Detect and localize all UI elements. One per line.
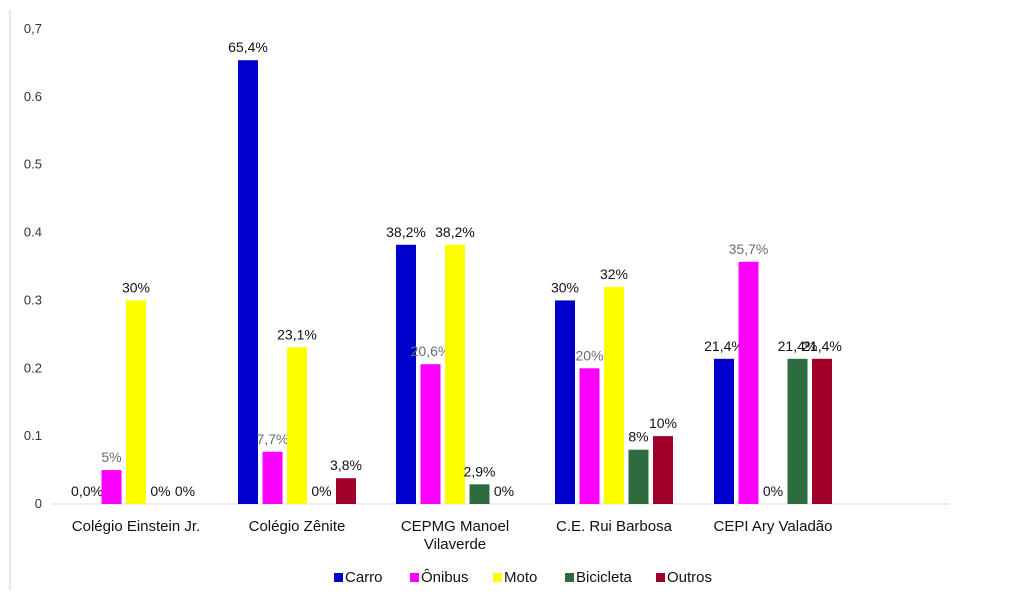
data-label: 35,7% <box>729 241 769 257</box>
y-tick-label: 0.6 <box>24 89 42 104</box>
bar-ônibus <box>579 368 600 504</box>
data-label: 3,8% <box>330 457 362 473</box>
y-tick-label: 0 <box>35 496 42 511</box>
bar-carro <box>555 300 575 504</box>
data-label: 38,2% <box>435 224 475 240</box>
category-label: C.E. Rui Barbosa <box>556 518 673 535</box>
data-label: 21,4% <box>802 338 842 354</box>
data-label: 21,4% <box>778 338 818 354</box>
data-label: 20% <box>575 347 603 363</box>
data-label: 23,1% <box>277 326 317 342</box>
bar-bicicleta <box>787 358 808 504</box>
bar-ônibus <box>738 261 759 504</box>
bar-moto <box>445 244 465 505</box>
data-label: 0% <box>494 483 514 499</box>
y-tick-label: 0.3 <box>24 292 42 307</box>
category-label: CEPMG Manoel <box>401 518 509 535</box>
legend-swatch <box>334 573 343 582</box>
category-label: Colégio Zênite <box>249 518 346 535</box>
bar-bicicleta <box>628 449 649 504</box>
bar-ônibus <box>262 451 283 504</box>
bar-outros <box>812 358 832 504</box>
legend-label: Outros <box>667 569 712 586</box>
bar-outros <box>653 436 673 504</box>
legend-label: Ônibus <box>421 569 469 586</box>
legend-swatch <box>410 573 419 582</box>
bar-ônibus <box>420 364 441 504</box>
legend-label: Bicicleta <box>576 569 633 586</box>
data-label: 5% <box>101 449 121 465</box>
data-label: 0% <box>150 483 170 499</box>
y-tick-label: 0.4 <box>24 225 42 240</box>
category-label: Colégio Einstein Jr. <box>72 518 200 535</box>
bar-moto <box>126 300 146 504</box>
data-label: 65,4% <box>228 39 268 55</box>
y-tick-label: 0,7 <box>24 21 42 36</box>
legend-swatch <box>565 573 574 582</box>
bar-moto <box>287 347 307 504</box>
category-label: Vilaverde <box>424 536 486 553</box>
legend-label: Carro <box>345 569 383 586</box>
data-label: 0% <box>763 483 783 499</box>
data-label: 30% <box>122 279 150 295</box>
y-tick-label: 0.5 <box>24 157 42 172</box>
data-label: 7,7% <box>257 431 289 447</box>
category-label: CEPI Ary Valadão <box>714 518 833 535</box>
bar-ônibus <box>101 470 122 504</box>
bar-bicicleta <box>469 484 490 504</box>
y-tick-label: 0.1 <box>24 428 42 443</box>
data-label: 0% <box>175 483 195 499</box>
data-label: 21,4% <box>704 338 744 354</box>
bar-carro <box>238 60 258 504</box>
legend-label: Moto <box>504 569 537 586</box>
data-label: 38,2% <box>386 224 426 240</box>
data-label: 10% <box>649 415 677 431</box>
data-label: 2,9% <box>464 463 496 479</box>
legend-swatch <box>493 573 502 582</box>
data-label: 8% <box>628 429 648 445</box>
data-label: 0% <box>311 483 331 499</box>
data-label: 32% <box>600 266 628 282</box>
data-label: 0,0% <box>71 483 103 499</box>
bar-moto <box>604 286 624 504</box>
data-label: 30% <box>551 279 579 295</box>
bar-outros <box>336 478 356 504</box>
y-tick-label: 0.2 <box>24 360 42 375</box>
data-label: 20,6% <box>411 343 451 359</box>
bar-carro <box>714 358 734 504</box>
legend-swatch <box>656 573 665 582</box>
bar-carro <box>396 244 416 505</box>
